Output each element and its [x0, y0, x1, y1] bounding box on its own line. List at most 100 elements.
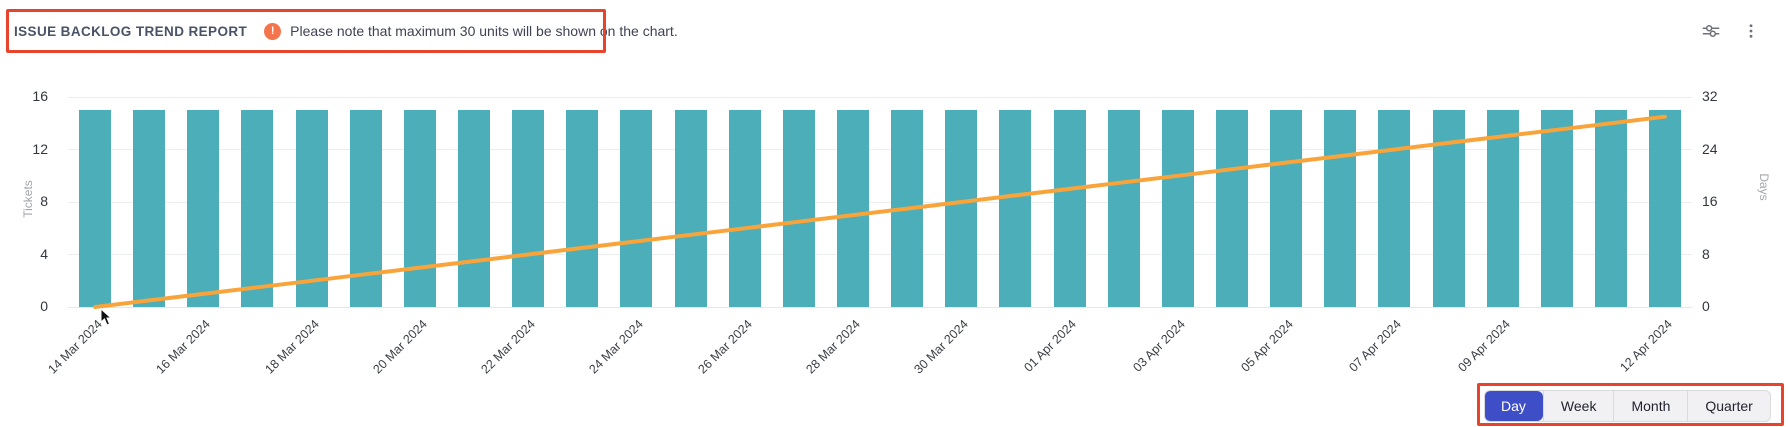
gridline	[68, 201, 1692, 203]
x-axis-date-label: 18 Mar 2024	[261, 317, 322, 377]
y-tick-left: 4	[40, 245, 48, 262]
x-axis-date-label: 03 Apr 2024	[1130, 317, 1188, 375]
bar-slot	[230, 97, 284, 307]
bar-slot	[501, 97, 555, 307]
ticket-bar[interactable]	[133, 110, 166, 307]
x-axis-date-label: 14 Mar 2024	[45, 317, 105, 377]
bar-series	[68, 97, 1692, 307]
bar-slot	[176, 97, 230, 307]
y-axis-right-title: Days	[1757, 173, 1771, 201]
ticket-bar[interactable]	[1161, 110, 1194, 307]
chart-plot-area	[68, 96, 1692, 309]
ticket-bar[interactable]	[999, 110, 1032, 307]
bar-slot	[826, 97, 880, 307]
x-axis-date-label: 16 Mar 2024	[153, 317, 214, 377]
y-tick-left: 0	[40, 298, 48, 314]
ticket-bar[interactable]	[620, 110, 653, 307]
range-button-month[interactable]: Month	[1613, 391, 1687, 421]
chart-toolbar	[1698, 18, 1764, 44]
ticket-bar[interactable]	[1216, 110, 1249, 307]
report-header: ISSUE BACKLOG TREND REPORT Please note t…	[14, 17, 678, 45]
ticket-bar[interactable]	[782, 110, 815, 307]
ticket-bar[interactable]	[403, 110, 436, 307]
ticket-bar[interactable]	[837, 110, 870, 307]
kebab-menu-icon[interactable]	[1738, 18, 1764, 44]
x-axis-date-label: 09 Apr 2024	[1454, 317, 1513, 375]
gridline	[68, 96, 1692, 98]
x-axis-date-label: 20 Mar 2024	[370, 317, 430, 377]
ticket-bar[interactable]	[512, 110, 545, 307]
bar-slot	[934, 97, 988, 307]
range-button-day[interactable]: Day	[1484, 391, 1543, 421]
y-tick-right: 0	[1702, 298, 1710, 314]
x-axis-date-label: 07 Apr 2024	[1346, 317, 1405, 375]
ticket-bar[interactable]	[728, 110, 761, 307]
bar-slot	[393, 97, 447, 307]
y-tick-right: 8	[1702, 245, 1710, 262]
ticket-bar[interactable]	[241, 110, 274, 307]
range-button-quarter[interactable]: Quarter	[1687, 391, 1769, 421]
ticket-bar[interactable]	[1649, 110, 1682, 307]
ticket-bar[interactable]	[187, 110, 220, 307]
page-title: ISSUE BACKLOG TREND REPORT	[14, 23, 248, 39]
y-tick-right: 32	[1702, 88, 1718, 104]
ticket-bar[interactable]	[1540, 110, 1573, 307]
bar-slot	[1476, 97, 1530, 307]
gridline	[68, 254, 1692, 255]
mouse-cursor	[100, 308, 113, 326]
ticket-bar[interactable]	[566, 110, 599, 307]
bar-slot	[1205, 97, 1259, 307]
bar-slot	[1530, 97, 1584, 307]
y-tick-left: 8	[40, 193, 48, 209]
bar-slot	[68, 97, 122, 307]
bar-slot	[555, 97, 609, 307]
bar-slot	[1097, 97, 1151, 307]
ticket-bar[interactable]	[674, 110, 707, 307]
bar-slot	[1151, 97, 1205, 307]
bar-slot	[285, 97, 339, 307]
y-tick-right: 24	[1702, 140, 1718, 157]
x-axis-date-label: 22 Mar 2024	[478, 317, 539, 377]
ticket-bar[interactable]	[945, 110, 978, 307]
ticket-bar[interactable]	[1378, 110, 1411, 307]
x-axis-date-label: 26 Mar 2024	[695, 317, 755, 377]
x-axis-date-label: 01 Apr 2024	[1021, 317, 1080, 375]
bar-slot	[1313, 97, 1367, 307]
range-button-week[interactable]: Week	[1542, 391, 1614, 421]
x-axis-date-label: 05 Apr 2024	[1238, 317, 1296, 375]
y-axis-right-ticks: 0 8 16 24 32	[1702, 88, 1754, 314]
ticket-bar[interactable]	[1595, 110, 1627, 307]
trend-line	[93, 114, 1667, 309]
bar-slot	[1367, 97, 1421, 307]
ticket-bar[interactable]	[1270, 110, 1303, 307]
bar-slot	[1259, 97, 1313, 307]
bar-slot	[1584, 97, 1638, 307]
gridline	[68, 306, 1692, 308]
x-axis-date-label: 24 Mar 2024	[586, 317, 647, 377]
bar-slot	[122, 97, 176, 307]
y-tick-right: 16	[1702, 193, 1718, 209]
ticket-bar[interactable]	[1486, 110, 1519, 307]
ticket-bar[interactable]	[458, 110, 491, 307]
ticket-bar[interactable]	[1107, 110, 1140, 307]
ticket-bar[interactable]	[1324, 110, 1357, 307]
y-axis-left-title: Tickets	[21, 180, 35, 218]
bar-slot	[1043, 97, 1097, 307]
alert-icon	[264, 22, 282, 40]
gridline	[68, 149, 1692, 150]
bar-slot	[718, 97, 772, 307]
y-axis-left-ticks: 0 4 8 12 16	[0, 88, 56, 314]
bar-slot	[664, 97, 718, 307]
ticket-bar[interactable]	[79, 110, 112, 307]
ticket-bar[interactable]	[295, 110, 328, 307]
bar-slot	[988, 97, 1042, 307]
bar-slot	[772, 97, 826, 307]
bar-slot	[609, 97, 663, 307]
y-tick-left: 16	[32, 88, 48, 104]
ticket-bar[interactable]	[1053, 110, 1086, 307]
time-range-toggle: Day Week Month Quarter	[1484, 390, 1771, 422]
chart-note: Please note that maximum 30 units will b…	[290, 23, 678, 39]
sliders-icon[interactable]	[1698, 18, 1724, 44]
x-axis-date-label: 30 Mar 2024	[911, 317, 972, 377]
